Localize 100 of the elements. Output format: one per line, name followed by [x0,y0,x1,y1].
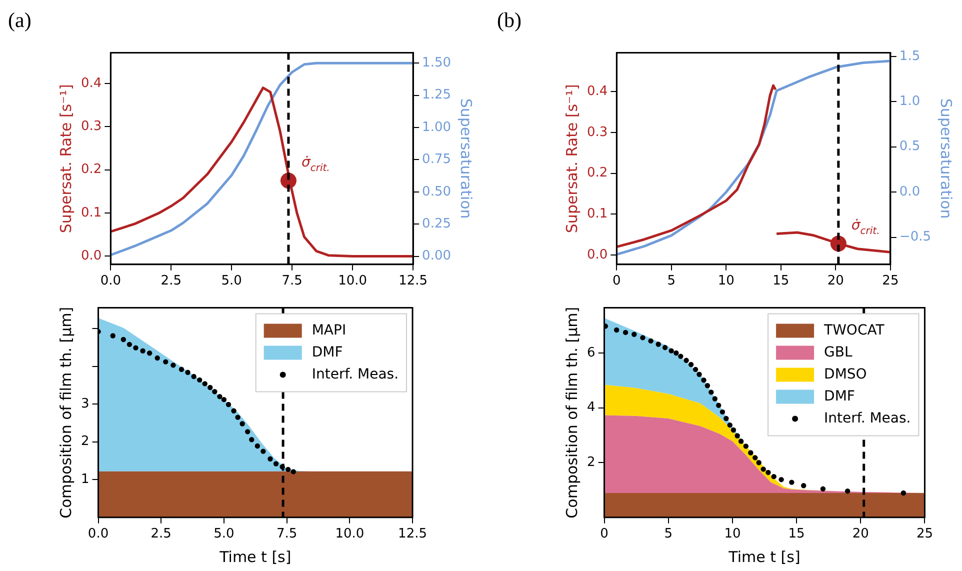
legend-label: DMF [312,344,343,360]
point [756,460,762,466]
x-tick-label: 5 [667,274,676,289]
point [730,427,736,433]
point [235,414,240,420]
legend-label: TWOCAT [823,322,885,338]
point [712,396,718,402]
point [743,444,749,449]
y-axis-title: Composition of film th. [μm] [56,306,75,518]
point [140,348,146,354]
legend-label: DMSO [824,366,867,382]
x-tick-label: 5.0 [214,526,234,542]
y2-tick-label: 1.50 [422,55,452,70]
point [760,466,766,472]
point [724,416,729,422]
point [844,488,850,494]
point [191,374,196,380]
x-tick-label: 5 [664,526,673,542]
point [126,342,132,348]
y2-tick-label: 0.00 [422,248,452,264]
point [240,421,245,426]
point [254,443,260,449]
y-tick-label: 2 [586,454,596,470]
x-tick-label: 25 [916,526,933,542]
x-axis-title: Time t [s] [218,548,292,566]
x-tick-label: 20 [827,274,844,289]
point [217,394,222,400]
y-tick-label: 0.0 [586,247,608,262]
y2-tick-label: 0.25 [422,216,452,232]
x-tick-label: 2.5 [160,274,182,289]
point [268,456,273,462]
y-tick-label: 0.2 [80,162,102,178]
x-tick-label: 10.0 [335,526,364,542]
y-axis-title: Supersat. Rate [s⁻¹] [562,84,581,234]
legend-label: Interf. Meas. [824,410,911,426]
point [640,335,646,340]
x-tick-label: 20 [852,526,869,542]
y2-axis-title: Supersaturation [937,98,956,219]
y-tick-label: 0.2 [586,166,608,181]
point [738,438,744,444]
y2-tick-label: 0.50 [422,184,452,200]
point [727,422,732,428]
point [662,344,668,350]
point [668,348,674,354]
y-axis-title: Composition of film th. [μm] [562,306,581,518]
point [212,389,218,394]
point [260,448,266,454]
x-axis-title: Time t [s] [728,548,800,566]
x-tick-label: 0 [612,274,621,289]
point [900,490,906,496]
point [146,350,152,356]
point [178,366,184,372]
point [708,390,714,395]
point [752,455,758,460]
y-tick-label: 0.3 [80,119,102,134]
y2-tick-label: 0.75 [422,152,452,168]
point [716,402,722,408]
y2-tick-label: 0.5 [899,139,920,154]
point [170,362,176,368]
point [632,332,637,337]
point [701,378,706,383]
x-tick-label: 0.0 [100,274,122,289]
point [163,359,168,364]
point [692,366,698,372]
point [226,402,232,408]
y-tick-label: 6 [586,345,596,360]
point [684,358,689,364]
y-tick-label: 0.1 [80,205,102,220]
y-tick-label: 2 [80,434,90,450]
point [789,480,794,485]
y-tick-label: 0.4 [586,84,608,99]
y-tick-label: 0.1 [586,206,608,222]
x-tick-label: 12.5 [398,526,428,542]
chart-title: (a) [8,8,32,33]
point [285,466,291,472]
point [208,384,213,390]
point [771,474,776,480]
x-tick-label: 10 [724,526,741,542]
x-tick-label: 10 [718,274,734,289]
y-tick-label: 0.0 [80,248,102,264]
point [648,338,654,344]
legend-label: Interf. Meas. [312,366,399,382]
y-axis-title: Supersat. Rate [s⁻¹] [56,84,75,234]
point [674,350,679,356]
point [273,461,279,466]
x-tick-label: 15 [772,274,790,289]
point [290,469,296,474]
point [734,433,740,438]
y-tick-label: 0.3 [586,124,608,140]
x-tick-label: 12.5 [398,274,428,289]
x-tick-label: 2.5 [150,526,172,542]
x-tick-label: 25 [882,274,899,289]
y2-tick-label: 1.00 [422,120,452,135]
point [820,486,826,492]
point [720,409,726,415]
point [110,333,116,338]
point [133,345,138,350]
legend-label: DMF [824,388,855,404]
point [231,408,236,414]
point [249,437,254,442]
